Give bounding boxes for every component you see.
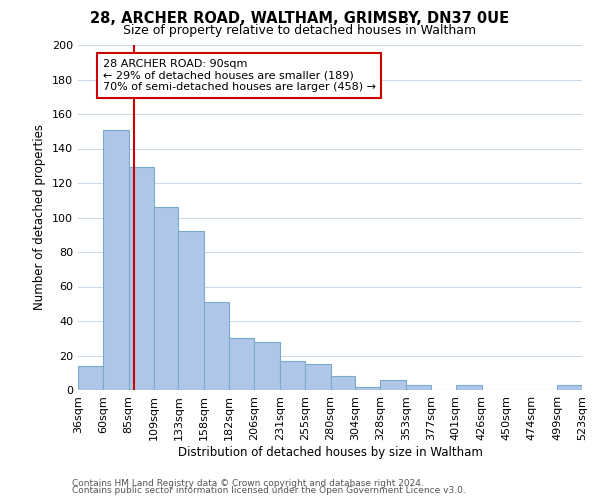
- Bar: [129, 168, 154, 390]
- Bar: [280, 360, 305, 390]
- X-axis label: Distribution of detached houses by size in Waltham: Distribution of detached houses by size …: [178, 446, 482, 458]
- Bar: [78, 366, 103, 390]
- Bar: [154, 207, 178, 390]
- Bar: [254, 342, 280, 390]
- Bar: [204, 302, 229, 390]
- Bar: [305, 364, 331, 390]
- Bar: [355, 386, 380, 390]
- Bar: [557, 385, 582, 390]
- Text: Size of property relative to detached houses in Waltham: Size of property relative to detached ho…: [124, 24, 476, 37]
- Text: Contains HM Land Registry data © Crown copyright and database right 2024.: Contains HM Land Registry data © Crown c…: [72, 478, 424, 488]
- Text: 28 ARCHER ROAD: 90sqm
← 29% of detached houses are smaller (189)
70% of semi-det: 28 ARCHER ROAD: 90sqm ← 29% of detached …: [103, 59, 376, 92]
- Bar: [331, 376, 355, 390]
- Bar: [456, 385, 482, 390]
- Text: Contains public sector information licensed under the Open Government Licence v3: Contains public sector information licen…: [72, 486, 466, 495]
- Text: 28, ARCHER ROAD, WALTHAM, GRIMSBY, DN37 0UE: 28, ARCHER ROAD, WALTHAM, GRIMSBY, DN37 …: [91, 11, 509, 26]
- Bar: [103, 130, 129, 390]
- Bar: [229, 338, 254, 390]
- Y-axis label: Number of detached properties: Number of detached properties: [34, 124, 46, 310]
- Bar: [178, 232, 204, 390]
- Bar: [380, 380, 406, 390]
- Bar: [406, 385, 431, 390]
